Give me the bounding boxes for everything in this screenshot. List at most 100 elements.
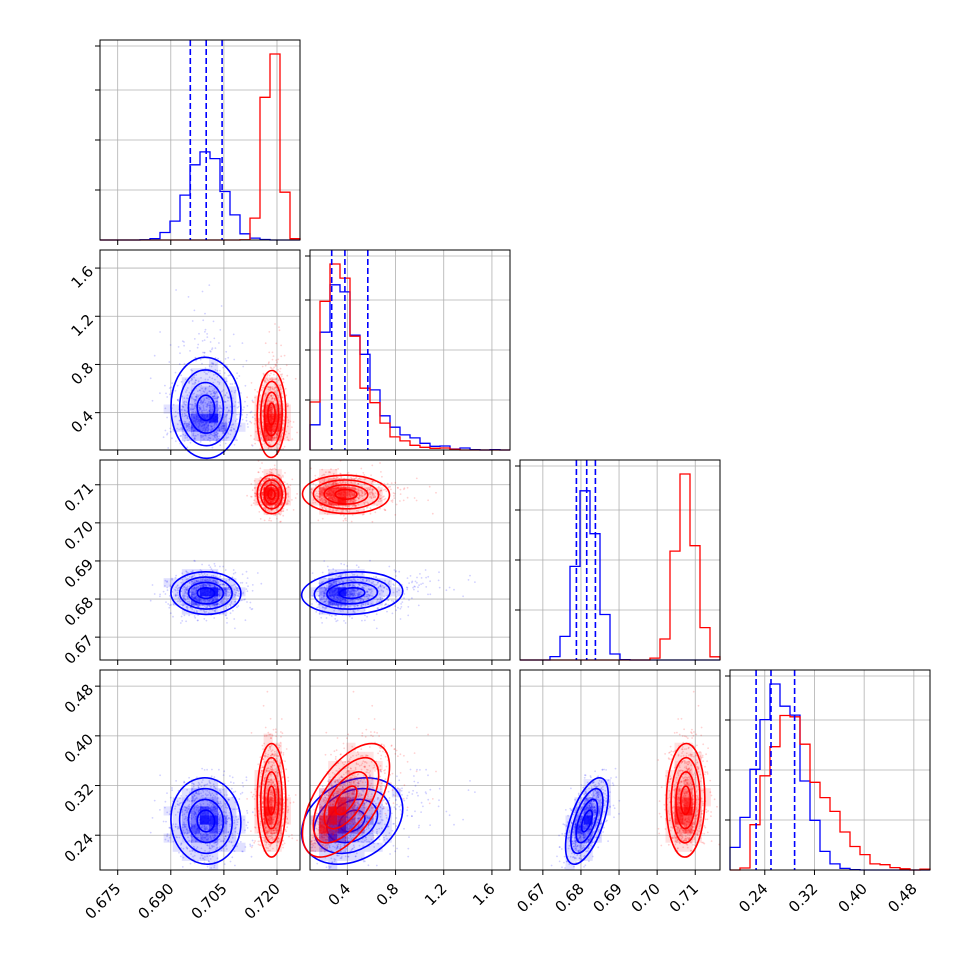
sample-point: [276, 361, 278, 363]
sample-point: [195, 398, 198, 400]
sample-point: [244, 619, 247, 622]
sample-point: [429, 580, 431, 583]
sample-point: [408, 599, 410, 601]
sample-point: [236, 377, 238, 380]
sample-point: [325, 617, 328, 619]
sample-point: [174, 389, 177, 392]
sample-point: [204, 401, 207, 404]
sample-point: [320, 616, 323, 619]
sample-point: [236, 406, 239, 409]
sample-point: [174, 371, 177, 374]
sample-point: [213, 337, 216, 340]
sample-point: [230, 390, 233, 393]
sample-point: [198, 332, 200, 335]
sample-point: [229, 345, 231, 347]
sample-point: [166, 589, 169, 592]
sample-point: [425, 576, 427, 579]
sample-point: [215, 433, 218, 436]
sample-point: [371, 464, 374, 467]
sample-point: [414, 580, 417, 583]
sample-point: [401, 601, 404, 603]
sample-point: [203, 355, 206, 357]
sample-point: [241, 413, 244, 416]
sample-point: [236, 606, 238, 609]
sample-point: [237, 605, 240, 607]
sample-point: [284, 472, 286, 474]
sample-point: [286, 482, 289, 485]
sample-point: [250, 444, 253, 446]
sample-point: [217, 381, 219, 383]
sample-point: [193, 615, 196, 617]
sample-point: [241, 599, 244, 602]
sample-point: [251, 589, 254, 592]
sample-point: [213, 426, 216, 429]
sample-point: [269, 366, 272, 369]
sample-point: [316, 606, 319, 609]
sample-point: [258, 511, 261, 513]
sample-point: [283, 481, 286, 483]
sample-point: [242, 365, 245, 368]
sample-point: [168, 361, 171, 363]
density-cell: [190, 404, 200, 414]
sample-point: [246, 405, 249, 407]
sample-point: [417, 590, 419, 593]
sample-point: [259, 467, 262, 470]
sample-point: [187, 296, 190, 298]
sample-point: [213, 617, 216, 619]
sample-point: [192, 393, 194, 396]
sample-point: [204, 312, 206, 315]
sample-point: [206, 333, 209, 335]
sample-point: [364, 619, 366, 622]
sample-point: [219, 369, 221, 372]
sample-point: [202, 390, 205, 393]
sample-point: [376, 607, 379, 610]
sample-point: [245, 582, 248, 584]
sample-point: [215, 391, 218, 394]
sample-point: [200, 377, 202, 379]
sample-point: [208, 422, 211, 425]
sample-point: [199, 407, 202, 410]
sample-point: [252, 502, 255, 504]
sample-point: [438, 586, 441, 589]
sample-point: [394, 605, 397, 607]
sample-point: [206, 373, 209, 375]
sample-point: [250, 434, 252, 437]
sample-point: [282, 447, 284, 450]
sample-point: [279, 367, 282, 370]
sample-point: [323, 560, 326, 562]
sample-point: [427, 575, 430, 578]
sample-point: [229, 383, 232, 385]
sample-point: [185, 620, 188, 623]
sample-point: [211, 427, 214, 430]
sample-point: [291, 438, 294, 440]
sample-point: [187, 439, 189, 442]
sample-point: [195, 394, 198, 396]
sample-point: [194, 405, 197, 407]
sample-point: [212, 428, 214, 430]
sample-point: [234, 627, 236, 630]
sample-point: [232, 333, 235, 336]
sample-point: [166, 432, 169, 435]
sample-point: [184, 434, 186, 437]
sample-point: [369, 559, 371, 562]
sample-point: [251, 444, 254, 447]
sample-point: [209, 400, 212, 403]
sample-point: [386, 610, 388, 613]
sample-point: [431, 512, 434, 515]
sample-point: [400, 606, 403, 608]
sample-point: [194, 616, 197, 619]
sample-point: [364, 614, 366, 617]
sample-point: [214, 378, 216, 381]
sample-point: [159, 392, 161, 395]
sample-point: [214, 433, 216, 436]
sample-point: [213, 435, 216, 438]
sample-point: [167, 603, 170, 605]
sample-point: [227, 605, 230, 608]
sample-point: [291, 478, 294, 481]
sample-point: [296, 493, 298, 495]
sample-point: [224, 442, 227, 445]
sample-point: [196, 346, 199, 349]
sample-point: [159, 595, 161, 598]
sample-point: [246, 577, 249, 579]
sample-point: [151, 399, 154, 402]
